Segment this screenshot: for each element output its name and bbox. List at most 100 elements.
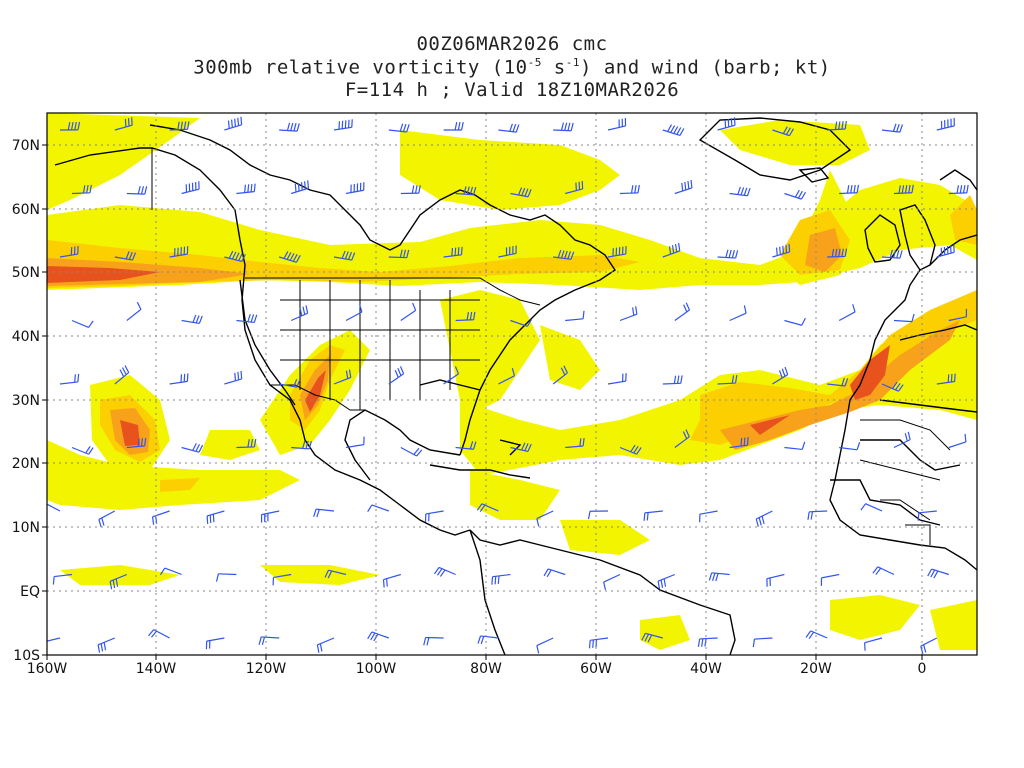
wind-barb — [98, 510, 116, 528]
wind-barb — [784, 441, 806, 451]
wind-barb — [881, 381, 904, 392]
wind-barb — [313, 508, 335, 518]
gridlines — [47, 113, 977, 655]
wind-barb — [59, 121, 81, 131]
wind-barb — [893, 313, 915, 323]
wind-barb — [552, 365, 568, 385]
wind-barb — [553, 122, 574, 132]
wind-barb — [827, 120, 847, 131]
shading-level-1 — [47, 113, 977, 650]
wind-barb — [333, 250, 356, 261]
wind-barb — [662, 242, 681, 258]
wind-barb — [729, 305, 747, 322]
title-line-3: F=114 h ; Valid 18Z10MAR2026 — [344, 79, 680, 101]
wind-barb — [291, 180, 310, 195]
wind-barb — [367, 504, 390, 513]
wind-barb — [936, 373, 956, 385]
wind-barb — [838, 304, 856, 322]
wind-barb — [169, 121, 190, 131]
lat-label: 70N — [12, 138, 40, 154]
wind-barb — [388, 366, 405, 385]
wind-barb — [498, 123, 520, 133]
wind-barb — [872, 566, 895, 576]
wind-barb — [565, 437, 585, 449]
wind-barb — [697, 637, 718, 647]
wind-barb — [917, 510, 937, 521]
wind-barb — [674, 179, 693, 195]
shading-level-4 — [47, 266, 890, 446]
wind-barb — [827, 377, 849, 387]
wind-barb — [236, 183, 256, 195]
wind-barb — [498, 367, 516, 385]
wind-barb — [477, 635, 499, 645]
wind-barb — [948, 184, 969, 195]
lon-label: 140W — [136, 661, 177, 677]
wind-barb — [772, 243, 791, 258]
wind-barb — [71, 319, 94, 329]
wind-barb — [333, 119, 353, 131]
wind-barb — [206, 510, 225, 524]
wind-barb — [236, 313, 258, 324]
title-exponent-1: -5 — [527, 56, 542, 69]
wind-barb — [59, 373, 80, 385]
wind-barb — [47, 503, 61, 512]
title-line-2-part-c: ) and wind (barb; kt) — [579, 56, 831, 79]
wind-barb — [47, 637, 61, 642]
wind-barb — [839, 184, 860, 195]
wind-barb — [224, 116, 243, 131]
lon-label: 40W — [690, 661, 722, 677]
wind-barb — [272, 573, 292, 586]
wind-barb — [169, 246, 189, 258]
lon-label: 120W — [246, 661, 287, 677]
lat-label: EQ — [20, 584, 40, 600]
wind-barb — [881, 123, 903, 133]
wind-barb — [729, 186, 751, 197]
wind-barb — [920, 637, 938, 655]
wind-barb — [424, 510, 444, 522]
wind-barb — [699, 510, 718, 523]
wind-barb — [766, 573, 785, 587]
map-frame — [46, 112, 978, 656]
lon-label: 80W — [470, 661, 502, 677]
latitude-labels: 70N 60N 50N 40N 30N 20N 10N EQ 10S — [12, 138, 47, 664]
wind-barb — [52, 573, 73, 585]
wind-barb — [607, 373, 627, 385]
wind-barb — [881, 249, 903, 259]
wind-barb — [752, 637, 773, 648]
wind-barb — [536, 510, 554, 527]
title-exponent-2: -1 — [565, 56, 580, 69]
wind-barb — [864, 637, 883, 651]
wind-barb — [400, 302, 417, 321]
lat-label: 60N — [12, 202, 40, 218]
wind-barb — [805, 630, 828, 640]
wind-barb — [657, 573, 676, 590]
wind-barb — [717, 375, 738, 385]
wind-barb — [893, 184, 914, 195]
wind-barb — [948, 433, 967, 449]
wind-barb — [674, 429, 690, 448]
title-line-2-part-b: s — [541, 56, 566, 79]
wind-barb — [784, 317, 806, 326]
wind-barb — [260, 510, 280, 523]
wind-barb — [114, 117, 133, 131]
wind-barb — [345, 182, 365, 195]
wind-barb — [510, 319, 533, 327]
wind-barb — [510, 442, 532, 452]
wind-barb — [114, 251, 137, 261]
wind-barb — [400, 185, 421, 195]
lon-label: 20W — [800, 661, 832, 677]
wind-barb — [607, 117, 627, 131]
wind-barb — [498, 245, 517, 258]
wind-barb — [126, 437, 147, 449]
wind-barb — [291, 440, 312, 450]
wind-barb — [717, 249, 739, 259]
wind-barb — [565, 310, 585, 322]
wind-barb — [423, 636, 444, 646]
wind-barb — [433, 566, 456, 577]
wind-barb — [839, 442, 861, 451]
wind-barb — [148, 629, 170, 639]
wind-barb — [279, 251, 301, 263]
wind-barb — [936, 244, 955, 258]
lat-label: 40N — [12, 329, 40, 345]
wind-barb — [114, 365, 130, 385]
